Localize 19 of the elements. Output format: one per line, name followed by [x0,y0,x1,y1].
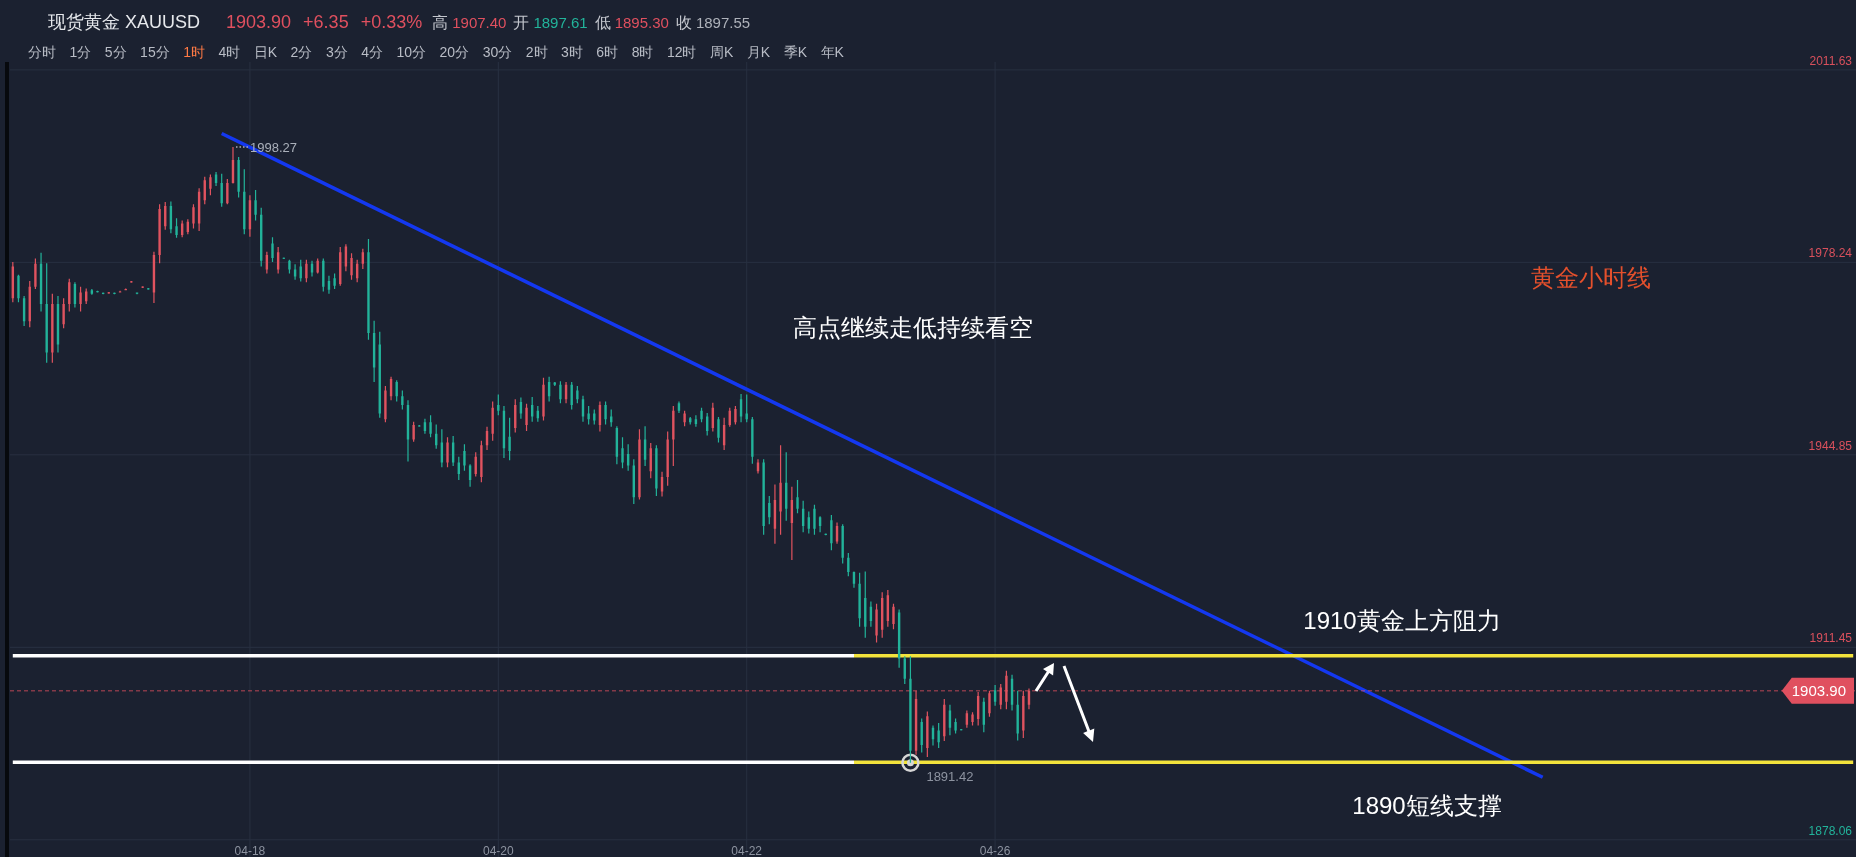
y-tick-label: 2011.63 [1809,53,1853,68]
annotation: 高点继续走低持续看空 [793,314,1033,341]
x-tick-label: 04-26 [979,844,1011,857]
x-tick-label: 04-22 [731,844,763,857]
y-tick-label: 1878.06 [1808,823,1853,838]
text: 分时 1分 5分 15分 1时 4时 日K 2分 3分 4分 10分 20分 30分 2时 3时 6时 8时 12时 周K 月K 季K 年K [28,44,844,60]
annotation: 1910黄金上方阻力 [1303,606,1501,634]
annotation: 1891.42 [926,768,974,784]
x-tick-label: 04-20 [482,844,514,857]
y-tick-label: 1978.24 [1808,246,1853,261]
y-tick-label: 1944.85 [1808,438,1853,453]
x-tick-label: 04-18 [234,844,266,857]
annotation: 1890短线支撑 [1352,792,1502,820]
annotation: 黄金小时线 [1531,264,1651,291]
annotation: 1998.27 [249,139,297,155]
text: 1903.90 +6.35 +0.33% 高 1907.40 开 1897.61 低 1895.30 收 1897.55 [226,12,751,32]
ref-line-label: 1903.90 [1791,682,1846,700]
y-tick-label: 1911.45 [1809,631,1853,646]
chart-title: 现货黄金 XAUUSD [48,12,201,32]
